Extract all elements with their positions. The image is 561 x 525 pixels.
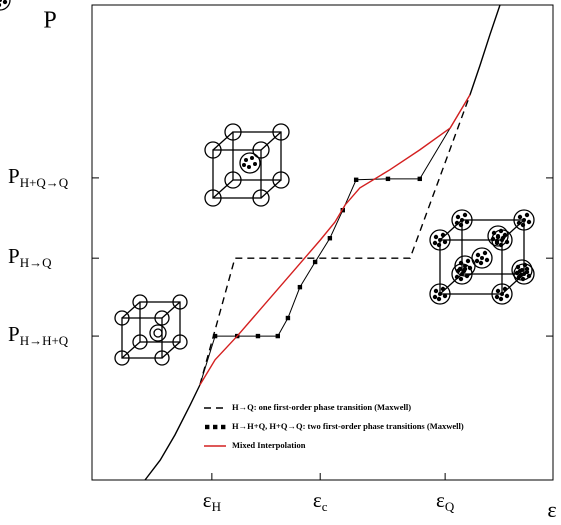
x-tick-label: εH (203, 488, 221, 514)
legend-label: H→H+Q, H+Q→Q: two first-order phase tran… (232, 421, 464, 431)
series-marker (417, 176, 422, 182)
quark-cube-icon (0, 0, 535, 305)
series-marker (212, 333, 218, 339)
legend-marker (221, 424, 226, 430)
y-tick-label: PH+Q→Q (8, 164, 69, 190)
y-tick-label: PH→Q (8, 244, 52, 270)
legend-label: Mixed Interpolation (232, 440, 306, 450)
plot-frame (91, 4, 554, 481)
x-tick-label: εQ (436, 488, 455, 514)
x-axis-label: ε (547, 497, 556, 522)
legend-label: H→Q: one first-order phase transition (M… (232, 402, 411, 412)
series-line (199, 94, 471, 386)
legend-marker (205, 424, 210, 430)
series-marker (275, 333, 280, 339)
legend-marker (213, 424, 218, 430)
series-line (144, 384, 201, 481)
series-line (199, 94, 471, 386)
series-line (469, 4, 501, 95)
series-marker (327, 236, 333, 241)
x-tick-label: εc (313, 488, 328, 514)
series-marker (353, 177, 359, 182)
series-marker (285, 315, 291, 321)
series-marker (385, 176, 391, 182)
mixed-cube-icon (204, 123, 290, 207)
series-marker (297, 284, 303, 290)
y-tick-label: PH→H+Q (8, 322, 69, 348)
y-axis-label: P (43, 8, 56, 34)
hadron-cube-icon (114, 294, 188, 366)
series-marker (312, 259, 318, 265)
series-line (199, 94, 471, 386)
series-marker (255, 333, 261, 339)
